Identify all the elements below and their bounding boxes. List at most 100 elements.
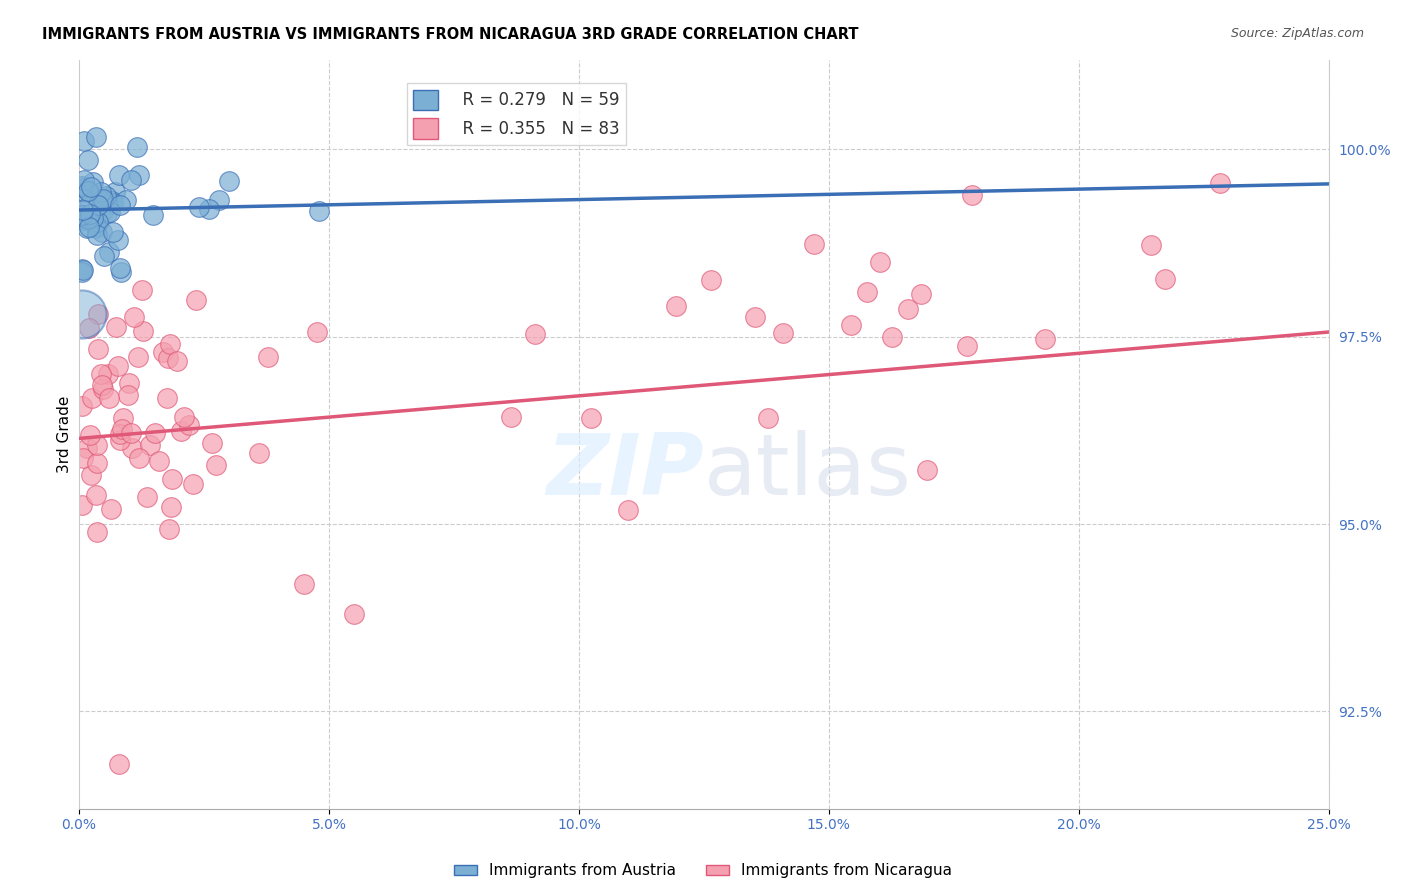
Point: [108, 261, 131, 276]
Legend: Immigrants from Austria, Immigrants from Nicaragua: Immigrants from Austria, Immigrants from…: [447, 857, 959, 884]
Point: [105, 320, 128, 334]
Point: [166, 353, 188, 368]
Point: [79, 427, 101, 442]
Point: [159, 500, 181, 515]
Point: [122, 310, 145, 325]
Point: [201, 435, 224, 450]
Point: [111, 411, 134, 425]
Point: [80, 467, 103, 482]
Point: [86, 219, 108, 234]
Point: [79, 320, 101, 334]
Point: [156, 351, 179, 365]
Point: [177, 418, 200, 433]
Point: [80, 180, 103, 194]
Point: [76, 212, 98, 227]
Point: [77, 219, 100, 234]
Point: [91, 192, 114, 206]
Point: [205, 458, 228, 473]
Point: [173, 409, 195, 424]
Y-axis label: 3rd Grade: 3rd Grade: [58, 395, 72, 473]
Point: [90, 368, 112, 382]
Point: [73, 172, 96, 186]
Point: [121, 441, 143, 455]
Point: [1140, 238, 1163, 252]
Point: [72, 451, 94, 466]
Point: [915, 462, 938, 476]
Point: [499, 409, 522, 424]
Point: [143, 426, 166, 441]
Point: [79, 195, 101, 210]
Point: [131, 284, 153, 298]
Point: [91, 204, 114, 219]
Point: [70, 208, 93, 222]
Point: [86, 437, 108, 451]
Point: [70, 208, 93, 222]
Point: [72, 210, 94, 224]
Point: [87, 197, 110, 211]
Point: [75, 185, 97, 199]
Point: [962, 188, 984, 202]
Point: [156, 391, 179, 405]
Point: [1035, 332, 1057, 346]
Point: [70, 265, 93, 279]
Point: [87, 307, 110, 321]
Point: [524, 326, 547, 341]
Point: [343, 607, 366, 621]
Point: [772, 326, 794, 341]
Point: [803, 236, 825, 251]
Point: [956, 339, 979, 353]
Point: [117, 376, 139, 390]
Point: [98, 205, 121, 219]
Point: [100, 502, 122, 516]
Point: [869, 255, 891, 269]
Point: [70, 261, 93, 276]
Point: [72, 203, 94, 218]
Point: [98, 245, 121, 260]
Point: [181, 477, 204, 491]
Point: [103, 196, 125, 211]
Point: [910, 286, 932, 301]
Point: [117, 388, 139, 402]
Point: [152, 345, 174, 359]
Point: [136, 491, 159, 505]
Point: [86, 456, 108, 470]
Point: [103, 185, 125, 199]
Point: [208, 194, 231, 208]
Point: [90, 185, 112, 199]
Point: [897, 301, 920, 316]
Point: [120, 172, 142, 186]
Point: [70, 498, 93, 512]
Point: [148, 454, 170, 468]
Point: [292, 577, 315, 591]
Point: [97, 367, 120, 381]
Point: [84, 488, 107, 502]
Point: [84, 220, 107, 235]
Point: [121, 426, 143, 441]
Point: [218, 174, 240, 188]
Point: [101, 194, 124, 208]
Point: [90, 225, 112, 239]
Point: [744, 310, 766, 325]
Point: [96, 206, 118, 220]
Point: [94, 189, 117, 203]
Legend:   R = 0.279   N = 59,   R = 0.355   N = 83: R = 0.279 N = 59, R = 0.355 N = 83: [406, 83, 626, 145]
Point: [132, 324, 155, 338]
Point: [110, 198, 132, 212]
Point: [257, 351, 280, 365]
Text: IMMIGRANTS FROM AUSTRIA VS IMMIGRANTS FROM NICARAGUA 3RD GRADE CORRELATION CHART: IMMIGRANTS FROM AUSTRIA VS IMMIGRANTS FR…: [42, 27, 859, 42]
Point: [127, 350, 149, 364]
Point: [98, 391, 121, 405]
Point: [700, 273, 723, 287]
Point: [157, 523, 180, 537]
Point: [616, 502, 638, 516]
Point: [169, 425, 191, 439]
Point: [86, 130, 108, 145]
Point: [86, 228, 108, 243]
Point: [93, 248, 115, 262]
Point: [72, 263, 94, 277]
Point: [128, 451, 150, 466]
Point: [73, 180, 96, 194]
Point: [579, 411, 602, 425]
Point: [108, 168, 131, 182]
Point: [880, 330, 903, 344]
